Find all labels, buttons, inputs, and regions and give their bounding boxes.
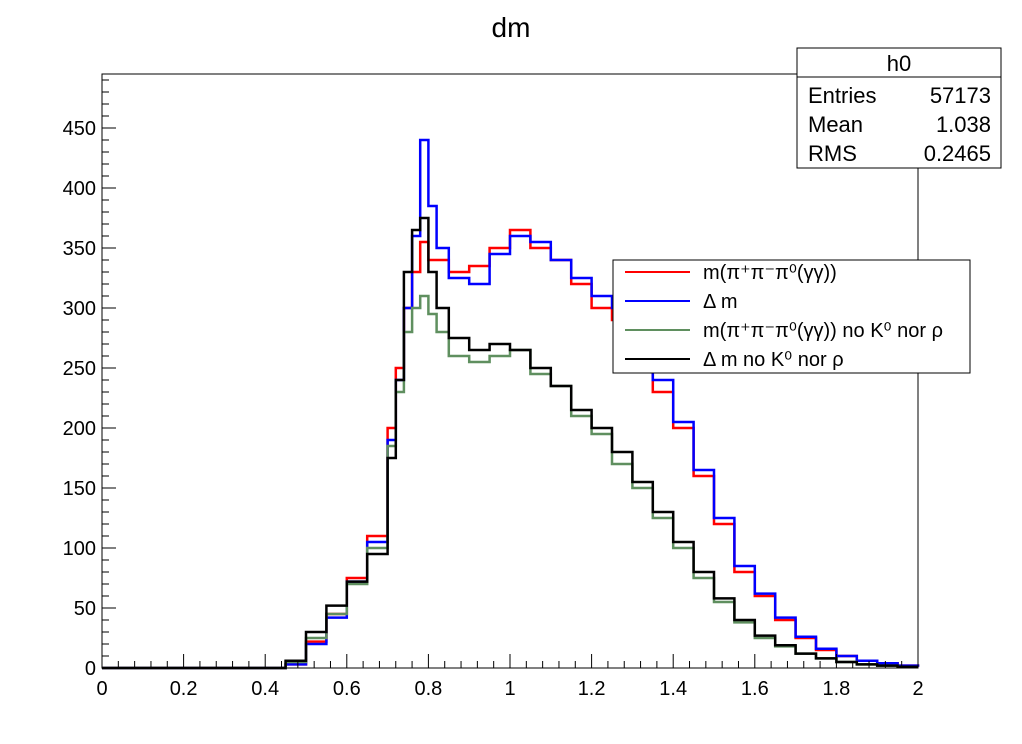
y-tick-label: 100 <box>63 538 96 560</box>
y-tick-label: 300 <box>63 298 96 320</box>
chart-title: dm <box>492 12 531 43</box>
x-tick-label: 1.2 <box>578 678 606 700</box>
legend-label-0: m(π⁺π⁻π⁰(γγ)) <box>703 262 837 284</box>
x-tick-label: 0.2 <box>170 678 198 700</box>
x-tick-label: 0.8 <box>414 678 442 700</box>
legend-label-1: Δ m <box>703 291 737 313</box>
legend-frame <box>612 259 971 374</box>
series-line-3 <box>102 216 918 670</box>
stats-box-frame <box>796 47 1002 169</box>
y-tick-label: 200 <box>63 418 96 440</box>
legend-label-3: Δ m no K⁰ nor ρ <box>703 349 844 371</box>
y-tick-label: 350 <box>63 238 96 260</box>
stats-box: h0 Entries 57173 Mean 1.038 RMS 0.2465 <box>796 47 1002 169</box>
stats-mean-value: 1.038 <box>936 112 991 137</box>
stats-rms-value: 0.2465 <box>924 141 991 166</box>
x-tick-label: 1 <box>504 678 515 700</box>
y-tick-label: 50 <box>74 598 96 620</box>
x-tick-label: 0.4 <box>251 678 279 700</box>
stats-mean-label: Mean <box>808 112 863 137</box>
y-tick-label: 450 <box>63 118 96 140</box>
axes-layer: 0 0.2 0.4 0.6 0.8 1 1.2 1.4 1.6 1.8 2 0 50 100 150 200 2… <box>63 79 924 700</box>
stats-rms-label: RMS <box>808 141 857 166</box>
series-layer <box>102 138 920 670</box>
y-tick-label: 150 <box>63 478 96 500</box>
stats-entries-value: 57173 <box>930 83 991 108</box>
series-line-1 <box>102 138 920 670</box>
legend: m(π⁺π⁻π⁰(γγ)) Δ m m(π⁺π⁻π⁰(γγ)) no K⁰ no… <box>612 259 971 374</box>
y-tick-label: 400 <box>63 178 96 200</box>
legend-label-2: m(π⁺π⁻π⁰(γγ)) no K⁰ nor ρ <box>703 320 943 342</box>
x-tick-label: 1.4 <box>659 678 687 700</box>
x-tick-label: 1.6 <box>741 678 769 700</box>
stats-entries-label: Entries <box>808 83 876 108</box>
stats-box-name: h0 <box>887 51 911 76</box>
y-tick-label: 250 <box>63 358 96 380</box>
x-tick-label: 1.8 <box>822 678 850 700</box>
y-tick-label: 0 <box>85 658 96 680</box>
x-tick-label: 0.6 <box>333 678 361 700</box>
x-tick-label: 0 <box>96 678 107 700</box>
x-tick-label: 2 <box>912 678 923 700</box>
